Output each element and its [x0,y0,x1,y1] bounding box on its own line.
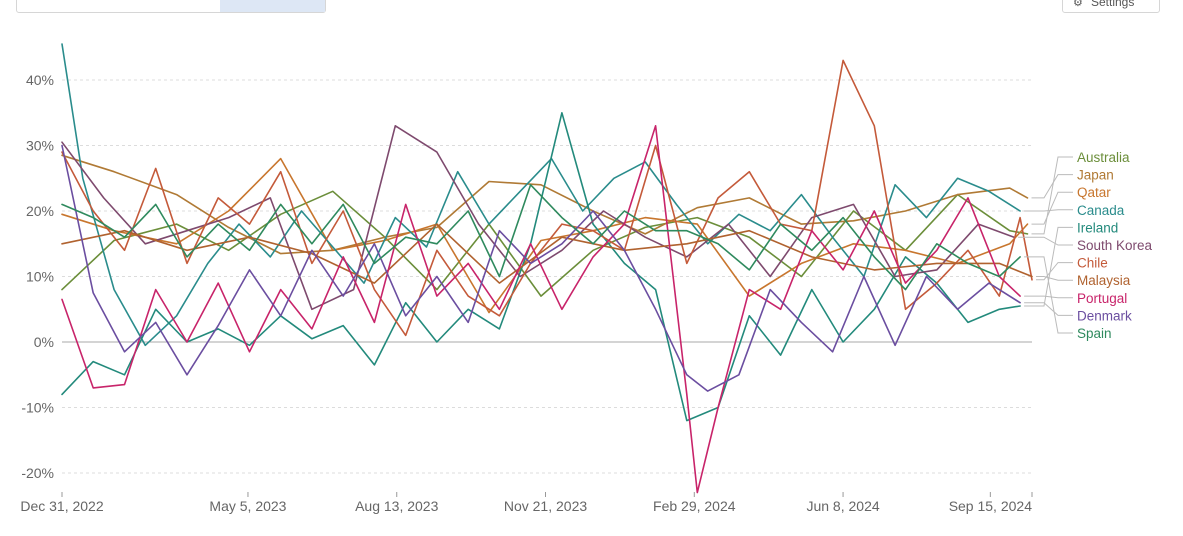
legend-label: Canada [1077,203,1125,218]
series-lines [61,43,1033,494]
legend-label: Ireland [1077,220,1118,235]
y-tick-label: 30% [26,138,54,154]
legend-label: Qatar [1077,185,1111,200]
x-tick-label: Jun 8, 2024 [806,498,879,514]
series-line-ireland [61,112,1021,422]
y-tick-label: 10% [26,269,54,285]
legend-label: Malaysia [1077,273,1131,288]
legend-connector [1024,295,1073,299]
legend-label: South Korea [1077,238,1153,253]
legend-label: Japan [1077,168,1114,183]
x-tick-label: May 5, 2023 [209,498,286,514]
settings-button[interactable]: ⚙ Settings [1062,0,1160,13]
bottom-strip [0,530,1183,536]
series-line-malaysia [61,223,1033,284]
series-line-portugal [61,125,1021,494]
x-tick-label: Feb 29, 2024 [653,498,736,514]
legend: Australia Japan Qatar Canada Ireland South Ko… [1018,150,1153,341]
gear-icon: ⚙ [1073,0,1083,9]
legend-connector [1036,262,1073,281]
y-tick-label: 40% [26,72,54,88]
legend-label: Spain [1077,326,1112,341]
y-tick-label: 0% [34,334,54,350]
legend-label: Denmark [1077,308,1132,323]
tab-chart[interactable] [220,0,325,12]
series-line-denmark [61,144,1021,392]
series-line-qatar [61,157,1029,314]
x-tick-label: Nov 21, 2023 [504,498,587,514]
chart-toolbar: ⚙ Settings [0,0,1183,14]
gridlines [62,79,1032,474]
legend-label: Australia [1077,150,1130,165]
series-line-australia [61,190,1029,297]
x-tick-label: Dec 31, 2022 [20,498,103,514]
series-line-spain [61,184,1021,291]
series-line-south-korea [61,125,1015,311]
view-tab-group [16,0,326,13]
legend-connector [1024,302,1073,316]
axes: -20% -10% 0% 10% 20% 30% 40% Dec 31, 2022 May 5,… [20,72,1033,514]
legend-connector [1036,276,1073,281]
legend-label: Chile [1077,256,1108,271]
legend-connector [1024,226,1073,307]
x-tick-label: Aug 13, 2023 [355,498,439,514]
legend-connector [1024,209,1073,212]
settings-label: Settings [1091,0,1135,9]
legend-connector [1031,191,1073,225]
series-line-japan [61,154,1029,255]
y-tick-label: 20% [26,203,54,219]
legend-connector [1018,236,1073,246]
legend-label: Portugal [1077,291,1127,306]
legend-connector [1031,156,1073,235]
legend-connector [1031,174,1073,199]
legend-connector [1024,256,1073,334]
y-tick-label: -10% [21,400,54,416]
series-line-canada [61,43,1021,347]
series-line-chile [61,59,1033,337]
y-tick-label: -20% [21,465,54,481]
x-tick-label: Sep 15, 2024 [949,498,1033,514]
